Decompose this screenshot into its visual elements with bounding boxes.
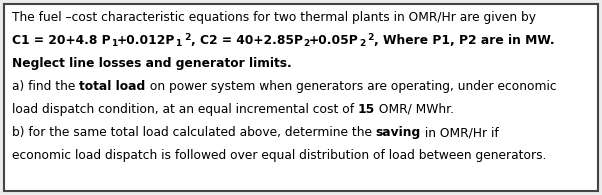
Text: +0.05P: +0.05P xyxy=(309,34,359,47)
Text: in OMR/Hr if: in OMR/Hr if xyxy=(421,126,499,139)
Text: C1 = 20+4.8 P: C1 = 20+4.8 P xyxy=(12,34,111,47)
Text: 15: 15 xyxy=(358,103,375,116)
Text: 1: 1 xyxy=(175,39,181,48)
Text: , Where P1, P2 are in MW.: , Where P1, P2 are in MW. xyxy=(374,34,555,47)
Text: b) for the same total load calculated above, determine the: b) for the same total load calculated ab… xyxy=(12,126,376,139)
Text: total load: total load xyxy=(79,80,146,93)
Text: OMR/ MWhr.: OMR/ MWhr. xyxy=(375,103,455,116)
Text: economic load dispatch is followed over equal distribution of load between gener: economic load dispatch is followed over … xyxy=(12,149,547,162)
Text: Neglect line losses and generator limits.: Neglect line losses and generator limits… xyxy=(12,57,292,70)
Text: saving: saving xyxy=(376,126,421,139)
Text: 1: 1 xyxy=(111,39,117,48)
Text: on power system when generators are operating, under economic: on power system when generators are oper… xyxy=(146,80,556,93)
Text: 2: 2 xyxy=(303,39,309,48)
Text: 2: 2 xyxy=(365,33,374,42)
Text: 2: 2 xyxy=(181,33,191,42)
Text: a) find the: a) find the xyxy=(12,80,79,93)
Text: , C2 = 40+2.85P: , C2 = 40+2.85P xyxy=(191,34,303,47)
Text: The fuel –cost characteristic equations for two thermal plants in OMR/Hr are giv: The fuel –cost characteristic equations … xyxy=(12,11,536,24)
Text: 2: 2 xyxy=(359,39,365,48)
Text: load dispatch condition, at an equal incremental cost of: load dispatch condition, at an equal inc… xyxy=(12,103,358,116)
Text: +0.012P: +0.012P xyxy=(117,34,175,47)
